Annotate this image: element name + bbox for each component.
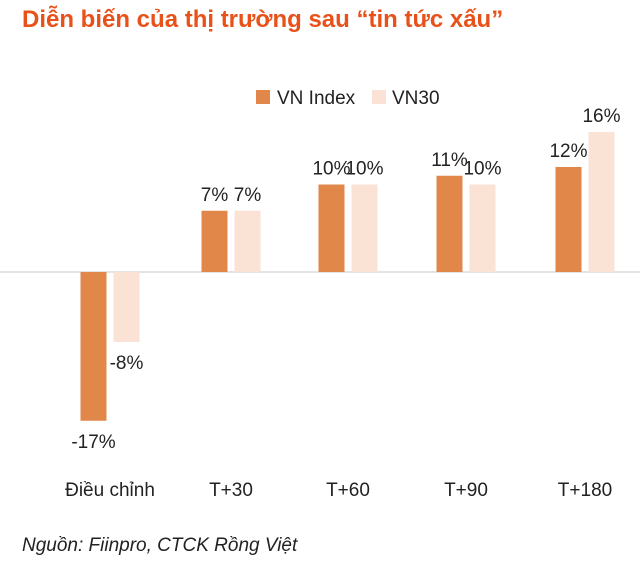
bar-vn30-2: [234, 210, 261, 272]
legend: VN Index VN30: [256, 88, 440, 109]
value-labels-layer: -17%-8%7% 7%10%10% 11%10%12%16%: [71, 106, 620, 453]
category-label-3: T+60: [326, 480, 370, 501]
legend-label-vnindex: VN Index: [277, 88, 356, 109]
value-label-vn30-5: 16%: [582, 106, 620, 127]
value-label-vnindex-5: 12%: [549, 141, 587, 162]
bar-vnindex-4: [436, 175, 463, 272]
bar-vn30-5: [588, 132, 615, 272]
value-label-vn30-2: 7%: [234, 185, 262, 206]
value-label-vn30-3: 10%: [345, 159, 383, 180]
legend-swatch-vnindex: [256, 90, 270, 104]
value-label-vnindex-3: 10%: [312, 159, 350, 180]
bar-vnindex-1: [80, 272, 107, 421]
bar-vnindex-3: [318, 184, 345, 272]
bar-vn30-3: [351, 184, 378, 272]
bars-layer: [80, 132, 615, 421]
chart-title: Diễn biến của thị trường sau “tin tức xấ…: [22, 6, 504, 33]
category-label-2: T+30: [209, 480, 253, 501]
value-label-vn30-1: -8%: [110, 353, 144, 374]
bar-vnindex-5: [555, 167, 582, 272]
category-label-1: Điều chỉnh: [65, 480, 155, 501]
category-label-4: T+90: [444, 480, 488, 501]
source-note: Nguồn: Fiinpro, CTCK Rồng Việt: [22, 535, 298, 556]
value-label-vnindex-4: 11%: [431, 150, 468, 171]
category-label-5: T+180: [558, 480, 612, 501]
value-label-vn30-4: 10%: [463, 159, 501, 180]
bar-vnindex-2: [201, 210, 228, 272]
legend-swatch-vn30: [372, 90, 386, 104]
bar-vn30-4: [469, 184, 496, 272]
legend-label-vn30: VN30: [392, 88, 440, 109]
category-labels-layer: Điều chỉnh T+30 T+60 T+90 T+180: [65, 480, 612, 501]
value-label-vnindex-2: 7%: [201, 185, 229, 206]
bar-vn30-1: [113, 272, 140, 342]
value-label-vnindex-1: -17%: [71, 432, 115, 453]
